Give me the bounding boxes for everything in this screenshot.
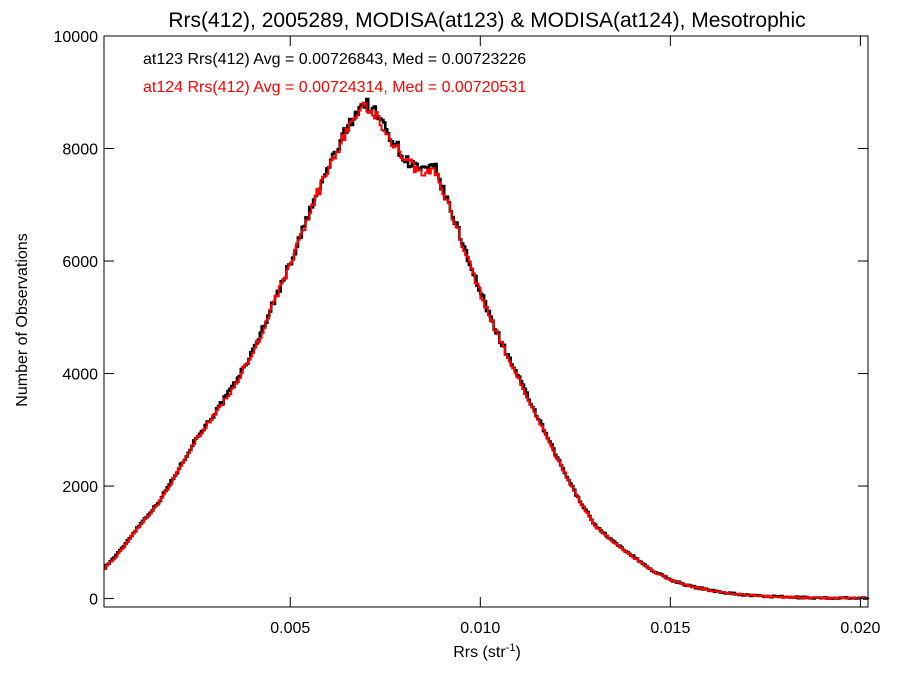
annotation-at124: at124 Rrs(412) Avg = 0.00724314, Med = 0… [143, 79, 526, 96]
series-layer [104, 97, 870, 600]
y-tick-label: 4000 [62, 367, 98, 384]
x-axis-label-close: ) [515, 644, 520, 661]
x-axis-label-superscript: -1 [506, 642, 516, 654]
x-tick-label: 0.010 [460, 620, 500, 637]
y-axis-label: Number of Observations [14, 233, 31, 406]
series-line-at123 [104, 97, 870, 600]
x-tick-label: 0.020 [840, 620, 880, 637]
y-tick-label: 6000 [62, 254, 98, 271]
x-axis-label: Rrs (str-1) [453, 642, 521, 661]
y-tick-label: 0 [89, 592, 98, 609]
plot-frame [103, 35, 869, 608]
tick-layer: 0.005 0.010 0.015 0.020 0 2000 4000 6000 8000 100… [54, 29, 881, 637]
x-axis-label-main: Rrs (str [453, 644, 506, 661]
y-tick-label: 2000 [62, 479, 98, 496]
annotation-at123: at123 Rrs(412) Avg = 0.00726843, Med = 0… [143, 51, 526, 68]
y-tick-label: 8000 [62, 142, 98, 159]
x-tick-label: 0.015 [650, 620, 690, 637]
series-line-at124 [104, 101, 868, 600]
chart-title: Rrs(412), 2005289, MODISA(at123) & MODIS… [168, 9, 805, 32]
y-tick-label: 10000 [54, 29, 99, 46]
x-tick-label: 0.005 [270, 620, 310, 637]
